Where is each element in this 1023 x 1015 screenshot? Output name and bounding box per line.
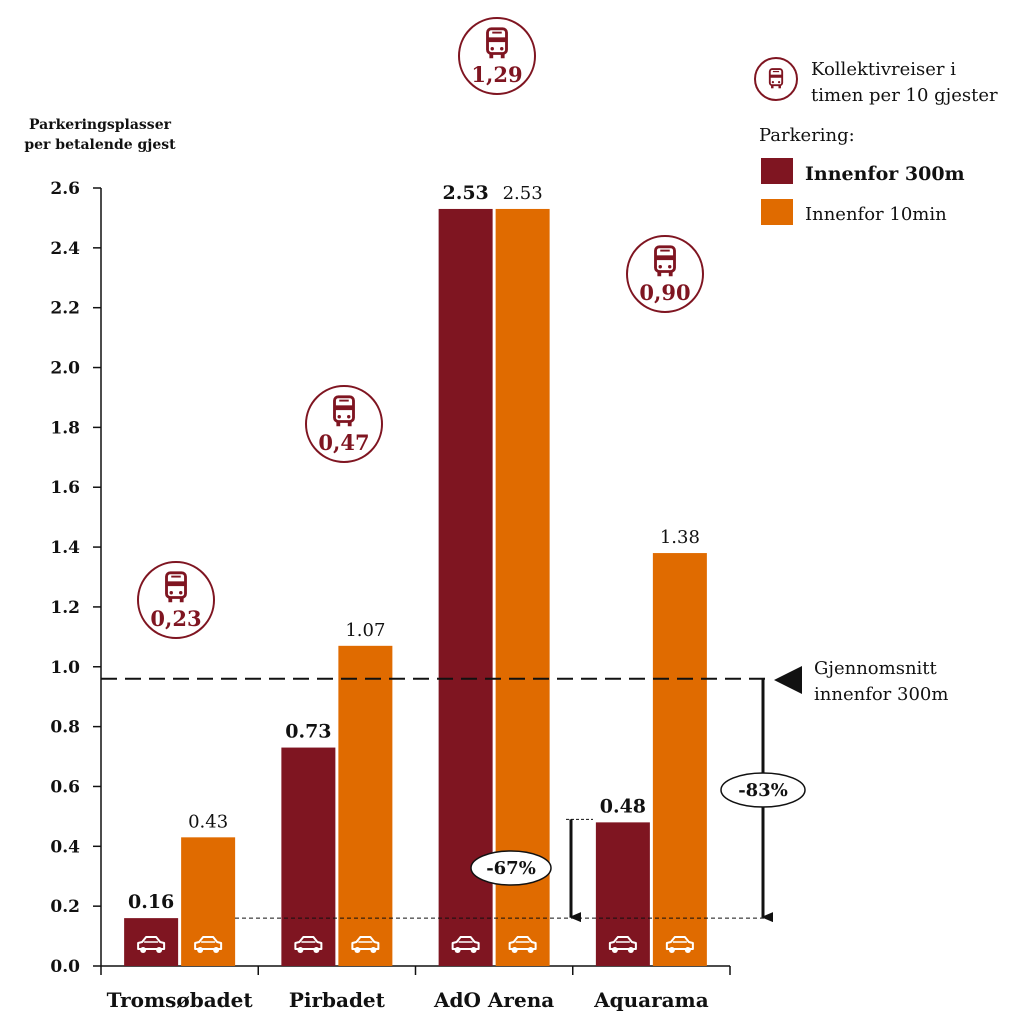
transit-badge: 0,47 (305, 385, 383, 463)
legend-label-10min: Innenfor 10min (805, 204, 947, 225)
transit-value: 0,47 (318, 430, 369, 455)
transit-badges: 0,23 0,47 1,29 0,90 (137, 17, 704, 639)
y-tick-label: 1.4 (50, 538, 80, 558)
y-tick-label: 1.6 (50, 478, 80, 498)
pct-label-67: -67% (486, 858, 536, 879)
bar-10min (495, 208, 550, 966)
y-tick-label: 2.6 (50, 179, 80, 199)
category-label: Tromsøbadet (107, 988, 254, 1012)
bar-300m (438, 208, 493, 966)
average-marker-triangle (774, 666, 802, 694)
annotations: -67% -83% (101, 677, 806, 923)
transit-badge: 1,29 (458, 17, 536, 95)
bar-values: 0.16 0.43 0.73 1.07 2.53 2.53 0.48 1.38 (128, 182, 700, 913)
transit-badge: 0,23 (137, 561, 215, 639)
transit-value: 0,23 (150, 606, 201, 631)
bar-value-label: 0.43 (188, 811, 228, 832)
bar-value-label: 1.38 (660, 527, 700, 548)
bar-value-label: 1.07 (345, 620, 385, 641)
y-axis-title-line-1: Parkeringsplasser (29, 117, 172, 133)
bar-300m (281, 747, 336, 966)
y-ticks: 0.0 0.2 0.4 0.6 0.8 1.0 1.2 1.4 1.6 1.8 2.0 2.2 2.4 2… (50, 179, 101, 977)
bar-300m (595, 822, 650, 966)
y-axis-title-line-2: per betalende gjest (24, 137, 176, 153)
bar-10min (652, 553, 707, 966)
bar-value-label: 2.53 (442, 182, 488, 204)
bar-value-label: 0.48 (600, 795, 646, 817)
legend-swatch-300m (761, 158, 793, 184)
y-tick-label: 0.0 (50, 957, 80, 977)
legend-transit-label-line-2: timen per 10 gjester (811, 85, 998, 106)
transit-value: 0,90 (639, 280, 690, 305)
y-tick-label: 2.0 (50, 359, 80, 379)
category-label: AdO Arena (433, 988, 554, 1012)
transit-value: 1,29 (471, 62, 522, 87)
bar-value-label: 0.73 (285, 721, 331, 743)
y-tick-label: 0.4 (50, 837, 80, 857)
pct-label-83: -83% (738, 780, 788, 801)
legend-bus-icon (754, 57, 798, 101)
y-tick-label: 1.2 (50, 598, 80, 618)
bar-10min (181, 837, 236, 966)
pct-badge-83: -83% (720, 772, 806, 808)
bars (124, 208, 707, 966)
y-tick-label: 0.2 (50, 897, 80, 917)
y-tick-label: 2.2 (50, 299, 80, 319)
legend-label-300m: Innenfor 300m (805, 163, 965, 185)
average-label-line-2: innenfor 300m (814, 684, 948, 705)
transit-badge: 0,90 (626, 235, 704, 313)
pct-badge-67: -67% (470, 850, 552, 886)
bar-10min (338, 645, 393, 966)
y-tick-label: 2.4 (50, 239, 80, 259)
y-tick-label: 0.6 (50, 777, 80, 797)
bar-value-label: 0.16 (128, 891, 174, 913)
legend-parking-heading: Parkering: (759, 125, 855, 146)
category-label: Pirbadet (289, 988, 386, 1012)
legend: Kollektivreiser i timen per 10 gjester P… (754, 57, 998, 225)
legend-swatch-10min (761, 199, 793, 225)
bar-value-label: 2.53 (503, 183, 543, 204)
average-label-line-1: Gjennomsnitt (814, 658, 938, 679)
category-label: Aquarama (593, 988, 709, 1012)
y-tick-label: 1.8 (50, 418, 80, 438)
y-tick-label: 0.8 (50, 718, 80, 738)
category-labels: Tromsøbadet Pirbadet AdO Arena Aquarama (107, 988, 709, 1012)
y-tick-label: 1.0 (50, 658, 80, 678)
legend-transit-label-line-1: Kollektivreiser i (811, 59, 956, 80)
x-ticks (100, 966, 731, 975)
